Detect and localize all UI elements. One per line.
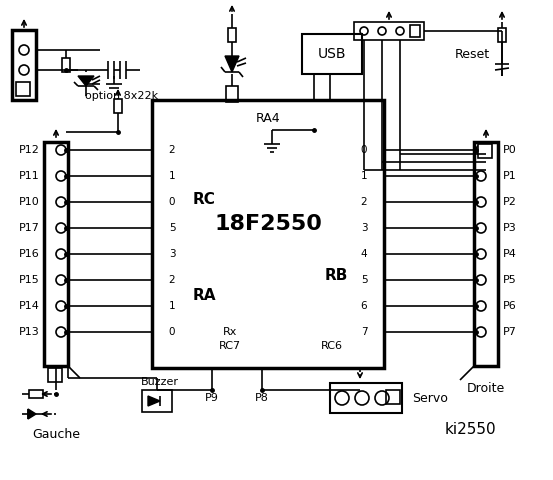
Text: 0: 0 xyxy=(169,197,175,207)
Circle shape xyxy=(19,65,29,75)
Bar xyxy=(12,30,36,100)
Text: 5: 5 xyxy=(361,275,367,285)
Circle shape xyxy=(378,27,386,35)
Bar xyxy=(330,383,402,413)
Circle shape xyxy=(56,223,66,233)
Bar xyxy=(302,34,362,74)
Text: P15: P15 xyxy=(19,275,40,285)
Circle shape xyxy=(476,275,486,285)
Circle shape xyxy=(476,171,486,181)
Text: ki2550: ki2550 xyxy=(444,422,496,437)
Text: 7: 7 xyxy=(361,327,367,337)
Circle shape xyxy=(335,391,349,405)
Bar xyxy=(62,58,70,72)
Text: USB: USB xyxy=(318,47,346,61)
Circle shape xyxy=(476,301,486,311)
Bar xyxy=(152,100,384,368)
Text: 1: 1 xyxy=(361,171,367,181)
Text: RC6: RC6 xyxy=(321,341,343,351)
Circle shape xyxy=(476,327,486,337)
Circle shape xyxy=(56,171,66,181)
Bar xyxy=(114,99,122,113)
Bar xyxy=(48,368,62,382)
Text: 2: 2 xyxy=(169,145,175,155)
Text: P13: P13 xyxy=(19,327,40,337)
Bar xyxy=(386,390,400,404)
Circle shape xyxy=(355,391,369,405)
Bar xyxy=(474,142,498,366)
Circle shape xyxy=(476,197,486,207)
Bar xyxy=(228,28,236,42)
Polygon shape xyxy=(225,56,239,72)
Bar xyxy=(16,82,30,96)
Polygon shape xyxy=(28,409,36,419)
Bar xyxy=(498,28,506,42)
Text: RA4: RA4 xyxy=(255,111,280,124)
Text: 0: 0 xyxy=(361,145,367,155)
Circle shape xyxy=(56,301,66,311)
Text: 3: 3 xyxy=(169,249,175,259)
Circle shape xyxy=(476,145,486,155)
Text: 18F2550: 18F2550 xyxy=(214,214,322,234)
Text: P9: P9 xyxy=(205,393,219,403)
Circle shape xyxy=(56,275,66,285)
Circle shape xyxy=(19,45,29,55)
Text: P1: P1 xyxy=(503,171,517,181)
Circle shape xyxy=(476,223,486,233)
Bar xyxy=(478,144,492,158)
Text: P14: P14 xyxy=(19,301,40,311)
Polygon shape xyxy=(78,76,94,86)
Bar xyxy=(142,390,172,412)
Text: Rx: Rx xyxy=(223,327,237,337)
Circle shape xyxy=(56,145,66,155)
Text: 2: 2 xyxy=(169,275,175,285)
Circle shape xyxy=(375,391,389,405)
Text: 0: 0 xyxy=(169,327,175,337)
Text: option 8x22k: option 8x22k xyxy=(85,91,158,101)
Circle shape xyxy=(360,27,368,35)
Text: 1: 1 xyxy=(169,301,175,311)
Circle shape xyxy=(396,27,404,35)
Text: RC7: RC7 xyxy=(219,341,241,351)
Text: RB: RB xyxy=(324,267,348,283)
Text: 1: 1 xyxy=(169,171,175,181)
Bar xyxy=(44,142,68,366)
Text: 5: 5 xyxy=(169,223,175,233)
Text: P8: P8 xyxy=(255,393,269,403)
Text: P16: P16 xyxy=(19,249,40,259)
Text: P10: P10 xyxy=(19,197,40,207)
Text: P17: P17 xyxy=(19,223,40,233)
Text: 3: 3 xyxy=(361,223,367,233)
Text: P2: P2 xyxy=(503,197,517,207)
Bar xyxy=(29,390,43,398)
Bar xyxy=(410,25,420,37)
Text: P5: P5 xyxy=(503,275,517,285)
Text: RA: RA xyxy=(192,288,216,302)
Circle shape xyxy=(56,197,66,207)
Text: P0: P0 xyxy=(503,145,517,155)
Text: 6: 6 xyxy=(361,301,367,311)
Text: P4: P4 xyxy=(503,249,517,259)
Text: RC: RC xyxy=(192,192,216,207)
Circle shape xyxy=(56,249,66,259)
Text: Reset: Reset xyxy=(455,48,490,60)
Circle shape xyxy=(476,249,486,259)
Text: 2: 2 xyxy=(361,197,367,207)
Text: Droite: Droite xyxy=(467,382,505,395)
Text: 4: 4 xyxy=(361,249,367,259)
Text: P12: P12 xyxy=(19,145,40,155)
Text: P11: P11 xyxy=(19,171,40,181)
Text: Servo: Servo xyxy=(412,392,448,405)
Text: Buzzer: Buzzer xyxy=(141,377,179,387)
Polygon shape xyxy=(148,396,160,406)
Bar xyxy=(226,86,238,102)
Text: Gauche: Gauche xyxy=(32,428,80,441)
Text: P7: P7 xyxy=(503,327,517,337)
Bar xyxy=(354,22,424,40)
Text: P3: P3 xyxy=(503,223,517,233)
Circle shape xyxy=(56,327,66,337)
Text: P6: P6 xyxy=(503,301,517,311)
